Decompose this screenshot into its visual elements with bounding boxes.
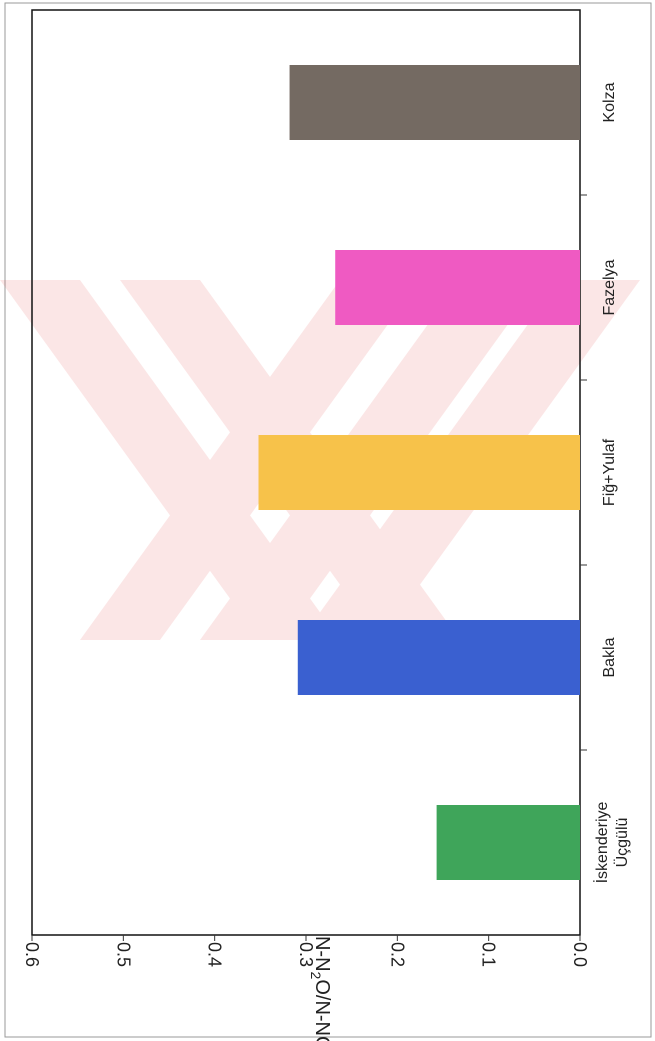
- bar: [297, 620, 580, 695]
- bar: [289, 65, 580, 140]
- category-label: Kolza: [601, 82, 618, 122]
- bar: [335, 250, 580, 325]
- value-tick-label: 0.0: [570, 942, 590, 967]
- bar: [258, 435, 580, 510]
- value-tick-label: 0.2: [387, 942, 407, 967]
- value-tick-label: 0.1: [479, 942, 499, 967]
- category-label: Bakla: [601, 637, 618, 677]
- value-tick-label: 0.4: [205, 942, 225, 967]
- category-label: Fazelya: [601, 259, 618, 315]
- value-tick-label: 0.6: [22, 942, 42, 967]
- value-tick-label: 0.3: [296, 942, 316, 967]
- category-label: İskenderiye Üçgülü: [592, 801, 631, 883]
- y-axis-label: N-N2O/N-NO3-: [308, 936, 336, 1041]
- outer-border: [4, 2, 652, 1038]
- category-label: Fiğ+Yulaf: [601, 438, 618, 506]
- bar: [436, 805, 580, 880]
- value-tick-label: 0.5: [113, 942, 133, 967]
